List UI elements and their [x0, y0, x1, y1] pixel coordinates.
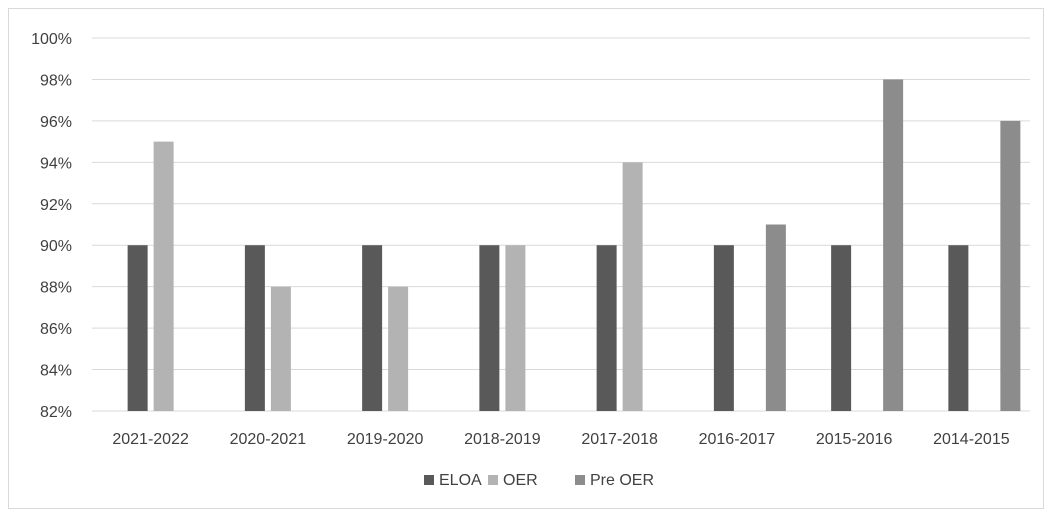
x-tick-label: 2017-2018: [581, 431, 658, 448]
bar-oer: [270, 286, 291, 411]
bar-oer: [505, 245, 526, 411]
bar-pre-oer: [765, 224, 786, 411]
bar-pre-oer: [883, 79, 904, 411]
bar-eloa: [127, 245, 148, 411]
legend-swatch: [488, 475, 498, 485]
y-tick-label: 84%: [40, 363, 72, 380]
y-tick-label: 82%: [40, 404, 72, 421]
legend-label: Pre OER: [590, 472, 654, 489]
bar-eloa: [362, 245, 383, 411]
y-tick-label: 94%: [40, 155, 72, 172]
y-tick-label: 90%: [40, 238, 72, 255]
bar-eloa: [479, 245, 500, 411]
x-tick-label: 2021-2022: [112, 431, 189, 448]
x-tick-label: 2016-2017: [699, 431, 776, 448]
chart-frame: [8, 8, 1044, 509]
bar-pre-oer: [1000, 120, 1021, 411]
x-tick-label: 2018-2019: [464, 431, 541, 448]
bar-oer: [153, 141, 174, 411]
y-tick-label: 88%: [40, 280, 72, 297]
bar-eloa: [831, 245, 852, 411]
x-tick-label: 2015-2016: [816, 431, 893, 448]
legend-label: OER: [503, 472, 538, 489]
bar-eloa: [713, 245, 734, 411]
bar-eloa: [948, 245, 969, 411]
x-tick-label: 2014-2015: [933, 431, 1010, 448]
y-tick-label: 100%: [31, 31, 72, 48]
x-tick-label: 2019-2020: [347, 431, 424, 448]
y-tick-label: 86%: [40, 321, 72, 338]
bar-eloa: [244, 245, 265, 411]
legend-swatch: [424, 475, 434, 485]
bar-oer: [622, 162, 643, 411]
bar-oer: [388, 286, 409, 411]
y-tick-label: 98%: [40, 72, 72, 89]
legend-swatch: [575, 475, 585, 485]
bar-eloa: [596, 245, 617, 411]
x-tick-label: 2020-2021: [230, 431, 307, 448]
legend-label: ELOA: [439, 472, 482, 489]
y-tick-label: 92%: [40, 197, 72, 214]
y-tick-label: 96%: [40, 114, 72, 131]
